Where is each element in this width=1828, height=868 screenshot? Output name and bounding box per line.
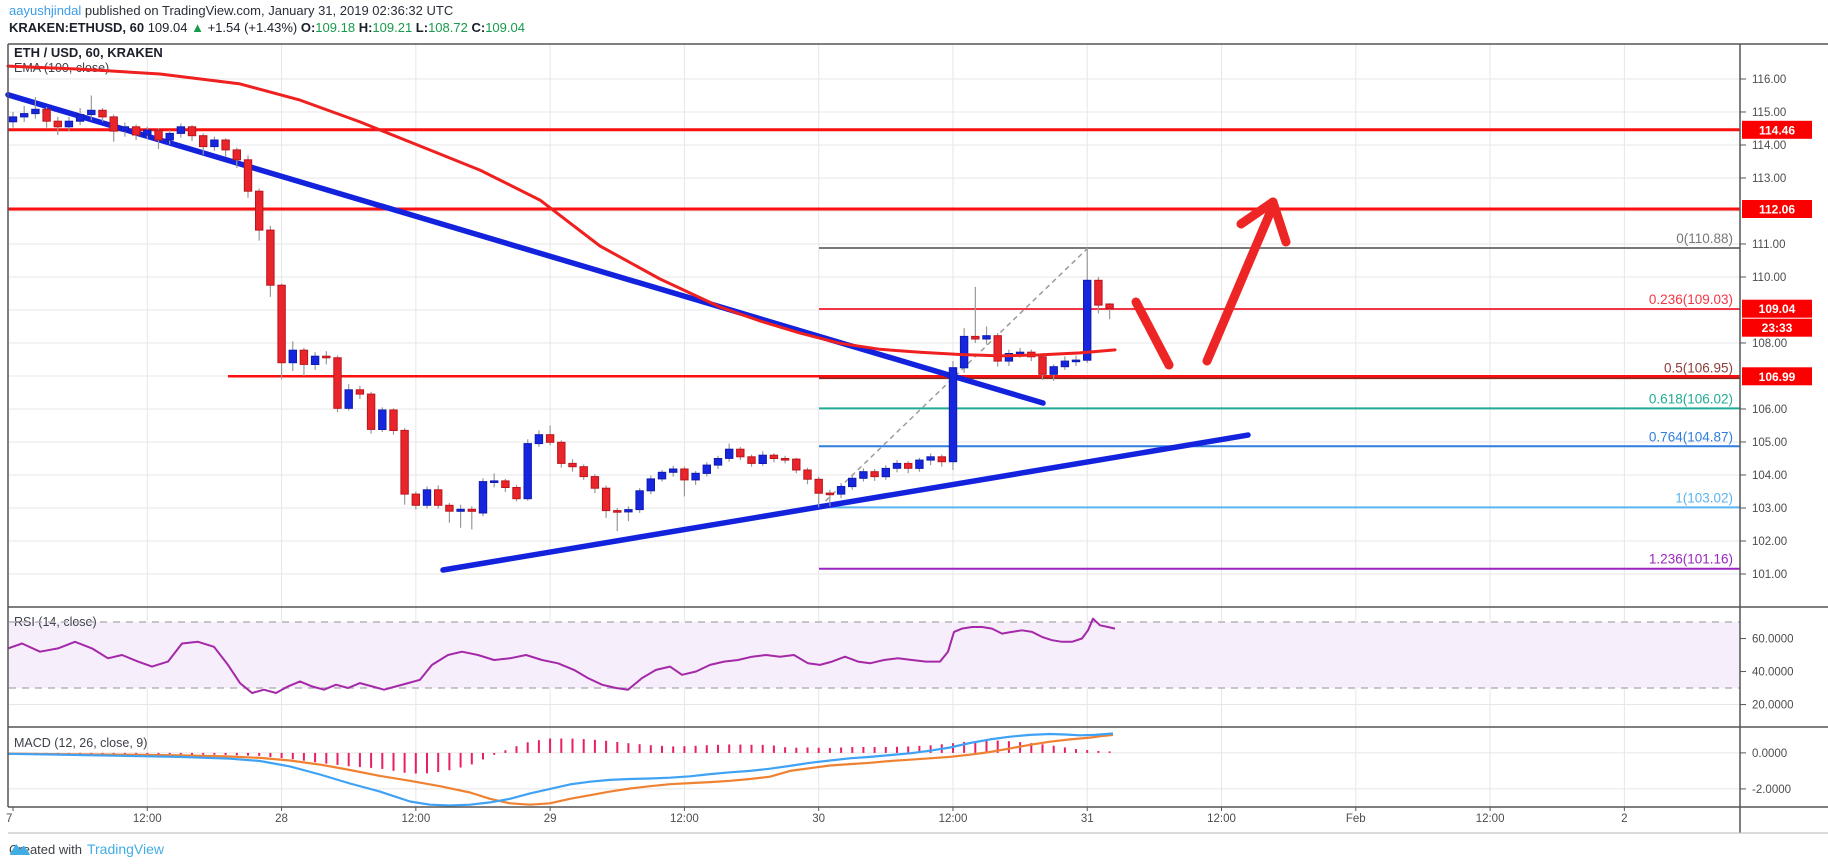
svg-text:0.764(104.87): 0.764(104.87) [1649,429,1733,444]
svg-text:12:00: 12:00 [133,813,162,825]
svg-text:20.0000: 20.0000 [1752,700,1794,712]
ema-line [6,64,1117,358]
open-label: O: [300,20,316,35]
change-value: +1.54 (+1.43%) [207,20,298,35]
rsi-legend: RSI (14, close) [14,615,97,629]
series-layer: 0(110.88) 0.236(109.03) 0.5(106.95) 0.618(1… [5,43,1828,834]
svg-text:7: 7 [6,813,12,825]
macd-legend: MACD (12, 26, close, 9) [14,736,147,750]
svg-text:28: 28 [275,813,288,825]
time-axis: 7 12:00 28 12:00 29 12:00 30 12:00 31 12:00 Feb 12:… [6,807,1628,825]
close-value: 109.04 [485,20,525,35]
svg-text:31: 31 [1081,813,1094,825]
svg-text:106.99: 106.99 [1759,370,1796,384]
price-axis: 116.00 115.00 114.00 113.00 111.00 110.00 108.… [1740,74,1812,796]
byline: aayushjindal published on TradingView.co… [9,3,453,18]
symbol-label: KRAKEN:ETHUSD, 60 [9,20,145,35]
svg-text:0.236(109.03): 0.236(109.03) [1649,292,1733,307]
svg-text:101.00: 101.00 [1752,569,1787,581]
price-badge: 109.04 [1742,299,1812,318]
byline-text: published on TradingView.com, January 31… [81,3,454,18]
svg-text:-2.0000: -2.0000 [1752,784,1791,796]
svg-text:116.00: 116.00 [1752,74,1786,86]
symbol-ohlc-row: KRAKEN:ETHUSD, 60 109.04 ▲ +1.54 (+1.43%… [9,20,525,35]
svg-text:12:00: 12:00 [939,813,968,825]
up-arrow-icon: ▲ [191,20,204,35]
svg-text:30: 30 [812,813,825,825]
svg-text:60.0000: 60.0000 [1752,634,1794,646]
countdown-badge: 23:33 [1742,318,1812,337]
svg-text:103.00: 103.00 [1752,503,1787,515]
svg-text:2: 2 [1621,813,1627,825]
high-value: 109.21 [372,20,413,35]
svg-text:109.04: 109.04 [1759,302,1796,316]
price-badge: 106.99 [1742,367,1812,386]
svg-text:29: 29 [544,813,557,825]
svg-text:40.0000: 40.0000 [1752,667,1794,679]
svg-text:112.06: 112.06 [1759,203,1795,217]
svg-text:113.00: 113.00 [1752,173,1786,185]
svg-text:12:00: 12:00 [401,813,430,825]
open-value: 109.18 [315,20,356,35]
svg-text:12:00: 12:00 [1476,813,1505,825]
author-link[interactable]: aayushjindal [9,3,82,18]
svg-text:0.0000: 0.0000 [1752,748,1787,760]
svg-text:104.00: 104.00 [1752,470,1787,482]
macd-histogram [12,738,1111,774]
rsi-line [7,617,1116,694]
svg-text:0.618(106.02): 0.618(106.02) [1649,391,1733,406]
svg-text:114.00: 114.00 [1752,140,1786,152]
svg-text:115.00: 115.00 [1752,107,1786,119]
svg-text:108.00: 108.00 [1752,338,1787,350]
svg-text:102.00: 102.00 [1752,536,1787,548]
close-label: C: [471,20,486,35]
svg-text:23:33: 23:33 [1762,321,1793,335]
tradingview-logo-icon[interactable] [9,841,31,856]
svg-text:0.5(106.95): 0.5(106.95) [1664,361,1733,376]
low-label: L: [415,20,429,35]
tradingview-brand-link[interactable]: TradingView [86,841,165,857]
svg-text:1(103.02): 1(103.02) [1675,490,1733,505]
svg-text:114.46: 114.46 [1759,123,1795,137]
last-price: 109.04 [147,20,188,35]
macd-line [7,732,1114,807]
macd-signal-line [7,733,1114,806]
drawn-arrow-annotation [1131,197,1291,370]
grid-layer [9,44,1740,807]
price-badge: 112.06 [1742,200,1812,218]
high-label: H: [358,20,373,35]
svg-text:12:00: 12:00 [1207,813,1236,825]
svg-text:111.00: 111.00 [1752,239,1785,251]
chart-title: ETH / USD, 60, KRAKEN [14,45,163,60]
footer: Created with TradingView [9,841,164,857]
svg-text:105.00: 105.00 [1752,437,1787,449]
svg-text:110.00: 110.00 [1752,272,1786,284]
svg-text:106.00: 106.00 [1752,404,1787,416]
svg-text:Feb: Feb [1346,813,1366,825]
candlestick-series [8,95,1114,532]
svg-text:12:00: 12:00 [670,813,699,825]
svg-text:1.236(101.16): 1.236(101.16) [1649,552,1733,567]
price-badge: 114.46 [1742,120,1812,139]
low-value: 108.72 [428,20,468,35]
svg-text:0(110.88): 0(110.88) [1676,231,1733,246]
